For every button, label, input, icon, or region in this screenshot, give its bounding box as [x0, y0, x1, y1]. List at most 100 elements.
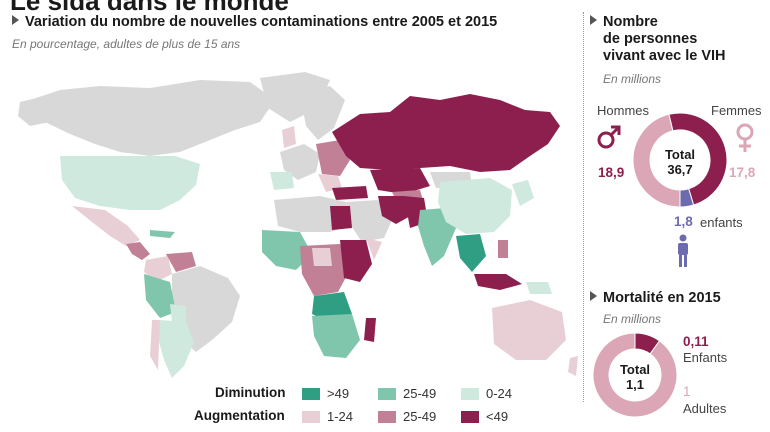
region-turkey — [332, 186, 368, 200]
region-caribbean — [150, 230, 175, 238]
hiv-donut-chart — [632, 112, 728, 208]
map-title: Variation du nombre de nouvelles contami… — [12, 14, 497, 30]
hiv-title-line1: Nombre — [603, 14, 658, 30]
mortality-adults-value: 1 — [683, 384, 691, 399]
men-value: 18,9 — [598, 165, 625, 180]
hiv-title: Nombre de personnes vivant avec le VIH — [590, 14, 726, 65]
region-korea-japan — [512, 180, 534, 206]
legend-item-label: <49 — [486, 409, 509, 424]
region-new-zealand — [568, 356, 578, 376]
legend-swatch — [378, 387, 396, 400]
mortality-title-text: Mortalité en 2015 — [603, 290, 721, 306]
region-scandinavia — [300, 86, 345, 140]
region-australia — [492, 300, 566, 360]
region-canada — [30, 80, 275, 156]
legend-decrease-label: Diminution — [215, 385, 286, 400]
region-egypt — [330, 206, 352, 230]
region-horn — [366, 238, 382, 260]
legend-item-label: >49 — [327, 386, 350, 401]
mortality-total: Total 1,1 — [605, 362, 665, 392]
map-subtitle: En pourcentage, adultes de plus de 15 an… — [12, 37, 241, 51]
legend-item-label: 0-24 — [486, 386, 513, 401]
region-north-africa — [274, 196, 350, 232]
main-title: Le sida dans le monde — [10, 0, 289, 16]
women-value: 17,8 — [729, 165, 756, 180]
region-east-africa — [340, 240, 372, 282]
region-iran — [378, 196, 414, 224]
mortality-title: Mortalité en 2015 — [590, 290, 721, 306]
region-china — [438, 178, 512, 234]
region-mexico — [72, 206, 140, 246]
donut-slice-enfants — [679, 188, 695, 208]
mortality-children-value: 0,11 — [683, 334, 709, 349]
donut-hole — [610, 350, 660, 400]
panel-divider — [583, 12, 584, 402]
region-eastern-europe — [316, 140, 350, 176]
region-southeast-asia — [456, 234, 486, 272]
hiv-subtitle: En millions — [603, 72, 662, 86]
hiv-total-label: Total — [664, 147, 696, 162]
region-argentina-chile — [158, 320, 194, 378]
donut-slice-adultes — [592, 332, 678, 418]
triangle-bullet-icon — [590, 15, 597, 25]
triangle-bullet-icon — [590, 291, 597, 301]
region-venezuela — [166, 252, 196, 272]
triangle-bullet-icon — [12, 15, 19, 25]
legend-item-increase-1-24: 1-24 — [302, 409, 353, 424]
children-label: enfants — [700, 215, 743, 230]
region-alaska — [18, 96, 60, 126]
legend-item-label: 1-24 — [327, 409, 354, 424]
donut-hole — [651, 131, 709, 189]
legend-item-decrease-0-24: 0-24 — [461, 386, 512, 401]
legend-swatch — [461, 387, 479, 400]
women-label: Femmes — [711, 103, 762, 118]
region-russia — [332, 94, 560, 172]
legend-swatch — [302, 410, 320, 423]
hiv-title-line2: de personnes — [603, 31, 698, 47]
legend-item-decrease-gt49: >49 — [302, 386, 349, 401]
region-india — [418, 208, 456, 266]
region-middle-east — [346, 200, 392, 242]
world-map — [18, 72, 578, 378]
region-kazakhstan — [370, 168, 430, 194]
mortality-adults-label: Adultes — [683, 401, 727, 416]
hiv-title-line3: vivant avec le VIH — [603, 48, 726, 64]
female-symbol-icon — [736, 123, 754, 152]
region-iberia — [270, 172, 294, 190]
legend-increase-label: Augmentation — [194, 408, 285, 423]
region-bolivia — [170, 304, 186, 322]
hiv-total-value: 36,7 — [667, 162, 693, 177]
region-peru — [144, 274, 176, 318]
mortality-total-value: 1,1 — [625, 377, 645, 392]
legend-item-label: 25-49 — [403, 386, 437, 401]
child-figure-icon — [678, 234, 688, 267]
mortality-children-label: Enfants — [683, 350, 728, 365]
mortality-subtitle: En millions — [603, 312, 662, 326]
region-uk — [282, 126, 296, 148]
region-southern-africa — [312, 314, 360, 358]
map-title-text: Variation du nombre de nouvelles contami… — [25, 14, 498, 30]
hiv-total: Total 36,7 — [646, 147, 714, 177]
region-papua — [526, 282, 552, 294]
donut-slice-hommes — [668, 112, 728, 206]
region-madagascar — [364, 318, 376, 342]
region-philippines — [498, 240, 508, 258]
legend-item-decrease-25-49: 25-49 — [378, 386, 436, 401]
legend-item-increase-lt49: <49 — [461, 409, 508, 424]
region-balkans — [318, 174, 342, 192]
region-central-america — [126, 242, 150, 260]
men-label: Hommes — [597, 103, 650, 118]
region-usa — [60, 156, 200, 210]
legend-swatch — [461, 410, 479, 423]
children-value: 1,8 — [674, 214, 693, 229]
mortality-donut-chart — [592, 332, 678, 418]
legend-item-increase-25-49: 25-49 — [378, 409, 436, 424]
legend-swatch — [378, 410, 396, 423]
male-symbol-icon — [597, 125, 621, 149]
legend-item-label: 25-49 — [403, 409, 437, 424]
region-indonesia — [474, 274, 522, 290]
region-west-africa — [262, 230, 312, 270]
region-western-europe — [280, 144, 320, 180]
legend-swatch — [302, 387, 320, 400]
